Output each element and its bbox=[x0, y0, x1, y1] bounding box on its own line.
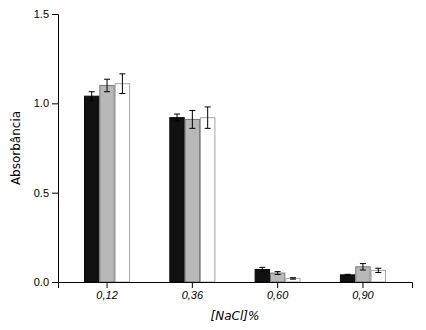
error-bar bbox=[119, 74, 125, 94]
error-bar bbox=[275, 272, 281, 275]
x-tick: 0,12 bbox=[96, 282, 117, 301]
x-tick-label: 0,90 bbox=[352, 289, 374, 301]
y-tick-label: 0.0 bbox=[34, 276, 49, 288]
error-bar bbox=[104, 79, 110, 92]
x-tick-mark bbox=[362, 282, 363, 288]
x-tick-mark bbox=[277, 282, 278, 288]
y-tick-mark bbox=[52, 14, 58, 15]
x-tick: 0,90 bbox=[352, 282, 374, 301]
marks bbox=[85, 74, 386, 282]
series bbox=[115, 74, 385, 282]
y-tick-label: 1.5 bbox=[34, 8, 49, 20]
series bbox=[100, 79, 370, 282]
y-tick: 1.0 bbox=[34, 97, 58, 109]
x-tick-mark bbox=[192, 282, 193, 288]
y-tick: 0.0 bbox=[34, 276, 58, 288]
bar bbox=[100, 85, 114, 282]
y-axis-line bbox=[52, 15, 59, 283]
plot-area: 0,12 0,36 0,60 0,90 0.0 0.5 1.0 1.5 bbox=[34, 8, 413, 301]
bar bbox=[115, 84, 129, 282]
y-tick: 0.5 bbox=[34, 187, 58, 199]
x-tick: 0,36 bbox=[182, 282, 204, 301]
error-bar bbox=[345, 274, 351, 275]
y-axis-title: Absorbância bbox=[9, 111, 23, 185]
bar bbox=[185, 119, 199, 282]
x-tick-label: 0,36 bbox=[182, 289, 204, 301]
error-bar bbox=[89, 92, 95, 101]
x-tick-mark bbox=[107, 282, 108, 288]
y-tick-mark bbox=[52, 103, 58, 104]
y-tick-mark bbox=[52, 282, 58, 283]
bar bbox=[85, 96, 99, 282]
chart: 0,12 0,36 0,60 0,90 0.0 0.5 1.0 1.5 [NaCl]% Absor… bbox=[0, 0, 426, 330]
error-bar bbox=[290, 278, 296, 279]
error-bar bbox=[205, 107, 211, 128]
bar bbox=[170, 118, 184, 282]
x-axis: 0,12 0,36 0,60 0,90 bbox=[59, 282, 413, 301]
y-tick-mark bbox=[52, 193, 58, 194]
bar bbox=[200, 118, 214, 282]
error-bar bbox=[360, 264, 366, 270]
error-bar bbox=[189, 110, 195, 128]
error-bar bbox=[375, 268, 381, 272]
x-tick-label: 0,12 bbox=[96, 289, 117, 301]
bar bbox=[286, 278, 300, 282]
bar bbox=[340, 275, 354, 282]
x-axis-line bbox=[59, 283, 413, 289]
x-tick-label: 0,60 bbox=[267, 289, 289, 301]
y-tick-label: 0.5 bbox=[34, 187, 49, 199]
y-tick: 1.5 bbox=[34, 8, 58, 20]
error-bar bbox=[174, 114, 180, 121]
y-tick-label: 1.0 bbox=[34, 97, 49, 109]
x-axis-title: [NaCl]% bbox=[211, 309, 260, 323]
x-tick: 0,60 bbox=[267, 282, 289, 301]
error-bar bbox=[259, 267, 265, 271]
y-axis: 0.0 0.5 1.0 1.5 bbox=[34, 8, 59, 288]
